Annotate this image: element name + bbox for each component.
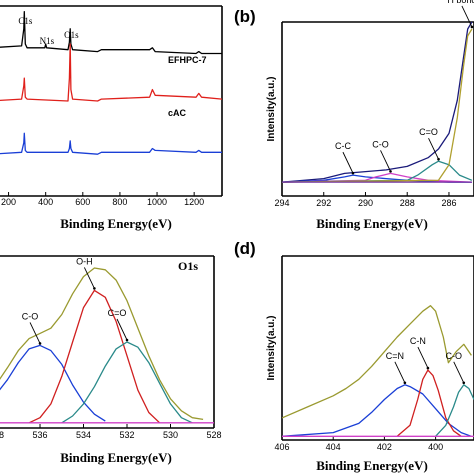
x-axis-label: Binding Energy(eV) [60, 450, 172, 465]
x-tick-label: 536 [33, 430, 48, 440]
x-axis-label: Binding Energy(eV) [316, 216, 428, 231]
annotation-arrow [342, 151, 354, 174]
series-line-o-h [28, 289, 161, 424]
peak-label: C1s [18, 16, 33, 26]
annotation-arrow [116, 318, 128, 341]
x-tick-label: 538 [0, 430, 4, 440]
x-tick-label: 530 [163, 430, 178, 440]
annotation-arrow-head [125, 338, 129, 342]
x-tick-label: 290 [358, 198, 373, 208]
x-tick-label: 800 [112, 197, 127, 207]
panel-label-b: (b) [234, 7, 256, 26]
x-tick-label: 528 [206, 430, 221, 440]
x-tick-label: 400 [428, 442, 443, 452]
x-tick-label: 400 [38, 197, 53, 207]
series-line-raw [282, 21, 473, 183]
annotation-arrow [417, 346, 429, 369]
annotation-arrow [428, 138, 439, 160]
x-tick-label: 406 [274, 442, 289, 452]
x-axis-label: Binding Energy(eV) [60, 216, 172, 231]
x-tick-label: 292 [316, 198, 331, 208]
chart-title: O1s [178, 259, 198, 273]
x-tick-label: 534 [76, 430, 91, 440]
series-line-c-o [435, 384, 474, 437]
legend-label: EFHPC-7 [168, 55, 207, 65]
annotation-arrow-head [389, 170, 392, 173]
series-line-c-o [282, 160, 473, 183]
panel-a: 200 400 600 800 1000 1200 Binding Energy(eV) EF… [0, 5, 223, 231]
series-line-cac [0, 132, 222, 155]
annotation-arrow [380, 150, 391, 172]
annotation-arrow [83, 267, 95, 289]
annotation-arrow [453, 361, 465, 383]
panel-b: 294 292 290 288 286 Binding Energy(eV) Intensi… [266, 0, 474, 231]
x-tick-label: 404 [326, 442, 341, 452]
annotation-o-h: O-H [76, 256, 93, 266]
x-tick-label: 1000 [147, 197, 167, 207]
annotation-c-o: C=O [108, 308, 127, 318]
annotation-c-o: C-O [372, 139, 389, 149]
peak-label: O1s [64, 30, 79, 40]
annotation-arrow-head [426, 366, 430, 370]
series-line-c-o [0, 344, 106, 422]
x-tick-label: 294 [274, 198, 289, 208]
x-tick-label: 402 [377, 442, 392, 452]
annotation-c-n: C=N [386, 351, 404, 361]
panel-c: 538 536 534 532 530 528 Binding Energy(eV) O1s C… [0, 255, 222, 465]
x-tick-label: 532 [119, 430, 134, 440]
x-tick-label: 288 [400, 198, 415, 208]
annotation-arrow-head [38, 342, 42, 345]
y-axis-label: Intensity(a.u.) [266, 76, 277, 141]
y-axis-label: Intensity(a.u.) [266, 315, 277, 380]
annotation-arrow-head [462, 381, 466, 385]
series-line--bond [282, 28, 473, 183]
series-line-fit-envelope [282, 305, 472, 419]
x-tick-label: 286 [441, 198, 456, 208]
annotation-c-o: C=O [419, 127, 438, 137]
panel-label-d: (d) [234, 239, 256, 258]
annotation-arrow-head [437, 157, 440, 161]
series-line-fit-envelope [0, 267, 204, 421]
annotation-arrow-head [351, 171, 355, 175]
annotation-arrow-head [403, 381, 407, 385]
annotation-c-c: C-C [335, 141, 351, 151]
annotation-arrow [394, 361, 406, 383]
x-tick-label: 200 [1, 197, 16, 207]
annotation-arrow-head [470, 25, 474, 29]
annotation-arrow [29, 322, 41, 344]
legend-label: cAC [168, 108, 187, 118]
annotation-c-n: C-N [410, 336, 426, 346]
series-line-efhpc-7 [0, 43, 222, 102]
annotation--bond: Π bond [447, 0, 474, 5]
annotation-c-o: C-O [446, 351, 463, 361]
annotation-c-o: C-O [22, 311, 39, 321]
peak-label: N1s [40, 36, 55, 46]
x-tick-label: 1200 [184, 197, 204, 207]
x-axis-label: Binding Energy(eV) [316, 458, 428, 473]
series-line-c-n [396, 369, 462, 437]
annotation-arrow [461, 5, 473, 28]
series-line-c-o [61, 341, 193, 424]
series-line-efhpc-5 [0, 11, 222, 55]
annotation-arrow-head [93, 287, 96, 290]
x-tick-label: 600 [75, 197, 90, 207]
